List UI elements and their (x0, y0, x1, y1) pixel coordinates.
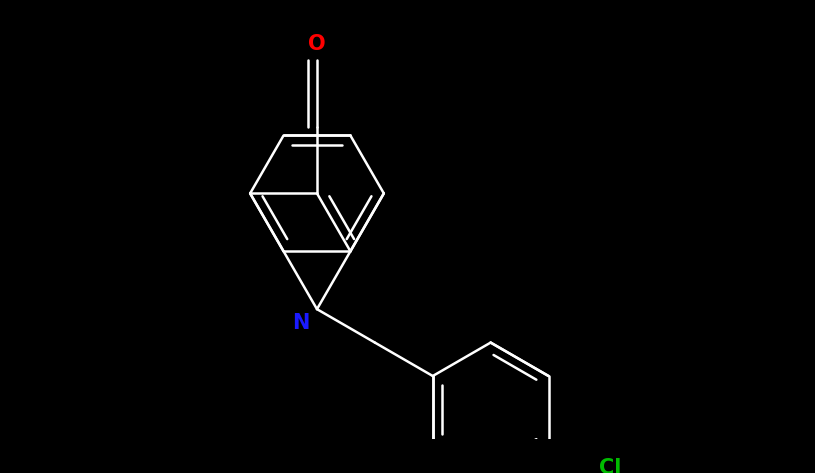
Text: O: O (308, 34, 326, 54)
Text: Cl: Cl (599, 458, 622, 473)
Text: N: N (293, 313, 310, 333)
